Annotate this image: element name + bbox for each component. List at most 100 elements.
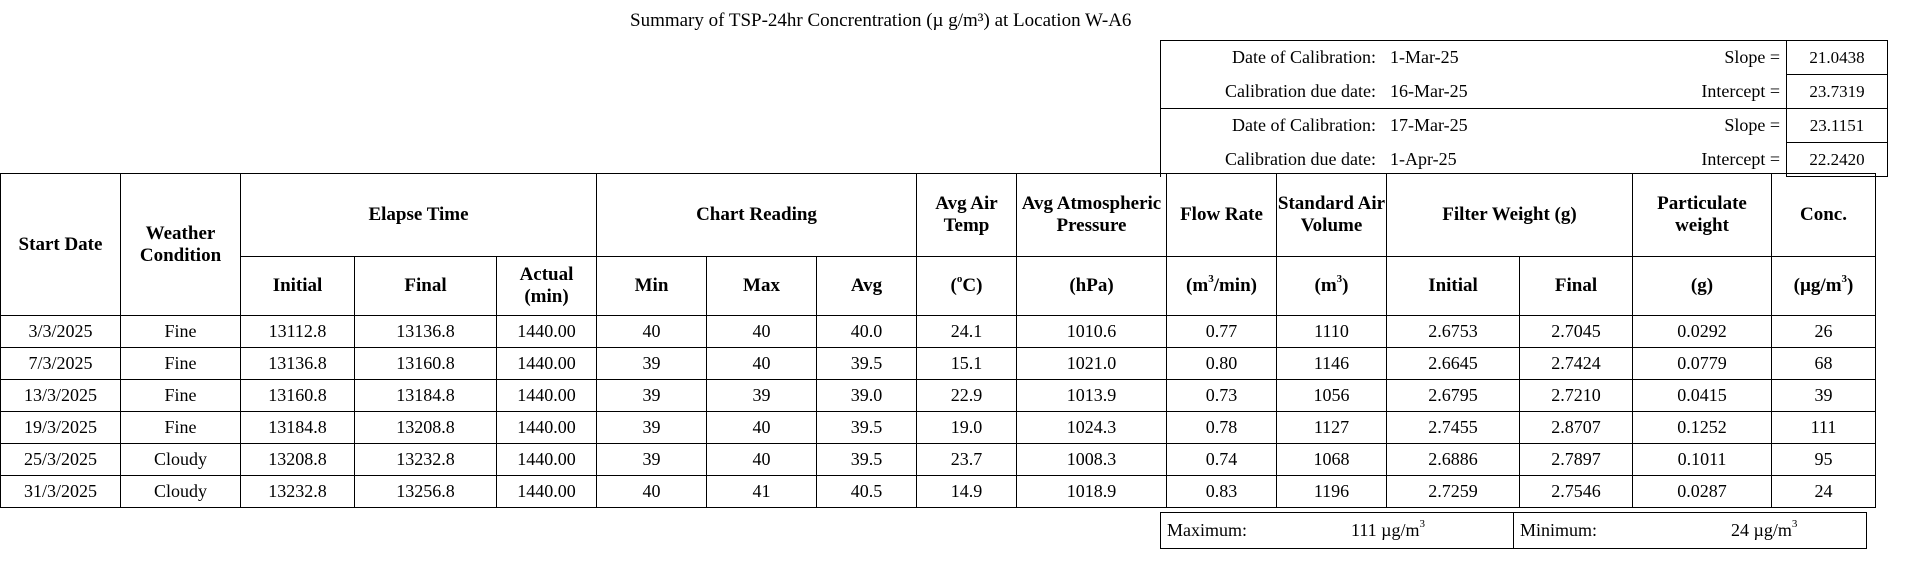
cell-chart-max: 40	[706, 411, 817, 444]
cell-chart-min: 40	[596, 315, 707, 348]
cell-start-date: 7/3/2025	[0, 347, 121, 380]
cell-flow-rate: 0.83	[1166, 475, 1277, 508]
cell-elapse-actual: 1440.00	[496, 475, 597, 508]
cell-filter-initial: 2.6886	[1386, 443, 1520, 476]
cell-particulate-weight: 0.1252	[1632, 411, 1772, 444]
header-conc: Conc.	[1771, 173, 1876, 257]
cell-weather: Fine	[120, 315, 241, 348]
cell-start-date: 31/3/2025	[0, 475, 121, 508]
cell-conc: 24	[1771, 475, 1876, 508]
cell-filter-final: 2.7424	[1519, 347, 1633, 380]
cell-elapse-actual: 1440.00	[496, 315, 597, 348]
table-row: 7/3/2025 Fine 13136.8 13160.8 1440.00 39 40 39.…	[0, 347, 1876, 380]
header-conc-unit: (µg/m3)	[1771, 256, 1876, 316]
header-weather: Weather Condition	[120, 173, 241, 316]
calibration-row: Date of Calibration: 17-Mar-25 Slope = 2…	[1160, 108, 1888, 143]
minimum-label: Minimum:	[1520, 520, 1598, 540]
cell-chart-min: 40	[596, 475, 707, 508]
calibration-row: Calibration due date: 1-Apr-25 Intercept…	[1160, 142, 1888, 177]
cell-conc: 26	[1771, 315, 1876, 348]
cell-elapse-initial: 13208.8	[240, 443, 355, 476]
header-particulate-unit: (g)	[1632, 256, 1772, 316]
cell-chart-max: 40	[706, 443, 817, 476]
header-filter-final: Final	[1519, 256, 1633, 316]
cell-elapse-initial: 13184.8	[240, 411, 355, 444]
page-title: Summary of TSP-24hr Concrentration (µ g/…	[630, 10, 1132, 31]
header-chart-max: Max	[706, 256, 817, 316]
cell-standard-air-volume: 1110	[1276, 315, 1387, 348]
cell-weather: Fine	[120, 411, 241, 444]
header-elapse-initial: Initial	[240, 256, 355, 316]
cell-standard-air-volume: 1127	[1276, 411, 1387, 444]
cell-elapse-actual: 1440.00	[496, 379, 597, 412]
cell-standard-air-volume: 1196	[1276, 475, 1387, 508]
cell-weather: Fine	[120, 347, 241, 380]
cell-pressure: 1018.9	[1016, 475, 1167, 508]
header-chart-reading: Chart Reading	[596, 173, 917, 257]
header-air-temp: Avg Air Temp	[916, 173, 1017, 257]
header-standard-air-volume-unit: (m3)	[1276, 256, 1387, 316]
cell-pressure: 1021.0	[1016, 347, 1167, 380]
cell-chart-avg: 39.5	[816, 443, 917, 476]
cell-filter-initial: 2.6795	[1386, 379, 1520, 412]
maximum-label: Maximum:	[1167, 520, 1247, 540]
cell-weather: Fine	[120, 379, 241, 412]
cell-standard-air-volume: 1068	[1276, 443, 1387, 476]
cell-air-temp: 15.1	[916, 347, 1017, 380]
cell-chart-max: 39	[706, 379, 817, 412]
table-row: 19/3/2025 Fine 13184.8 13208.8 1440.00 39 40 39…	[0, 411, 1876, 444]
header-pressure-unit: (hPa)	[1016, 256, 1167, 316]
cell-chart-avg: 39.5	[816, 347, 917, 380]
cell-chart-avg: 40.5	[816, 475, 917, 508]
calibration-row: Calibration due date: 16-Mar-25 Intercep…	[1160, 74, 1888, 109]
calibration-date: 17-Mar-25	[1384, 108, 1535, 143]
summary-stats: Maximum: 111 µg/m3 Minimum: 24 µg/m3	[1160, 512, 1867, 549]
maximum-value: 111	[1351, 520, 1377, 540]
cell-elapse-actual: 1440.00	[496, 411, 597, 444]
table-row: 31/3/2025 Cloudy 13232.8 13256.8 1440.00 40 41…	[0, 475, 1876, 508]
cell-chart-max: 40	[706, 315, 817, 348]
minimum-cell: Minimum: 24 µg/m3	[1513, 512, 1867, 549]
cell-chart-avg: 40.0	[816, 315, 917, 348]
cell-air-temp: 23.7	[916, 443, 1017, 476]
cell-filter-initial: 2.6753	[1386, 315, 1520, 348]
cell-start-date: 19/3/2025	[0, 411, 121, 444]
cell-elapse-final: 13232.8	[354, 443, 497, 476]
cell-start-date: 3/3/2025	[0, 315, 121, 348]
intercept-label: Intercept =	[1701, 80, 1780, 101]
calibration-due-date: 16-Mar-25	[1390, 80, 1468, 101]
cell-filter-initial: 2.7455	[1386, 411, 1520, 444]
cell-flow-rate: 0.78	[1166, 411, 1277, 444]
cell-chart-avg: 39.5	[816, 411, 917, 444]
maximum-unit: µg/m3	[1381, 518, 1426, 540]
cell-elapse-final: 13256.8	[354, 475, 497, 508]
cell-conc: 39	[1771, 379, 1876, 412]
minimum-unit: µg/m3	[1753, 518, 1798, 540]
calibration-row: Date of Calibration: 1-Mar-25 Slope = 21…	[1160, 40, 1888, 75]
calibration-date: 1-Mar-25	[1384, 40, 1535, 75]
cell-air-temp: 22.9	[916, 379, 1017, 412]
header-chart-min: Min	[596, 256, 707, 316]
cell-elapse-actual: 1440.00	[496, 443, 597, 476]
cell-pressure: 1010.6	[1016, 315, 1167, 348]
cell-particulate-weight: 0.1011	[1632, 443, 1772, 476]
cell-elapse-initial: 13232.8	[240, 475, 355, 508]
cell-conc: 68	[1771, 347, 1876, 380]
header-flow-rate-unit: (m3/min)	[1166, 256, 1277, 316]
cell-elapse-final: 13184.8	[354, 379, 497, 412]
table-row: 25/3/2025 Cloudy 13208.8 13232.8 1440.00 39 40…	[0, 443, 1876, 476]
cell-particulate-weight: 0.0287	[1632, 475, 1772, 508]
calibration-due-label: Calibration due date:	[1160, 74, 1384, 109]
calibration-due-label: Calibration due date:	[1160, 142, 1384, 177]
cell-weather: Cloudy	[120, 443, 241, 476]
cell-air-temp: 24.1	[916, 315, 1017, 348]
minimum-value: 24	[1731, 520, 1750, 540]
cell-chart-min: 39	[596, 379, 707, 412]
cell-filter-final: 2.7045	[1519, 315, 1633, 348]
intercept-value: 22.2420	[1786, 142, 1888, 177]
header-elapse-final: Final	[354, 256, 497, 316]
cell-elapse-initial: 13160.8	[240, 379, 355, 412]
header-start-date: Start Date	[0, 173, 121, 316]
cell-conc: 95	[1771, 443, 1876, 476]
intercept-value: 23.7319	[1786, 74, 1888, 109]
